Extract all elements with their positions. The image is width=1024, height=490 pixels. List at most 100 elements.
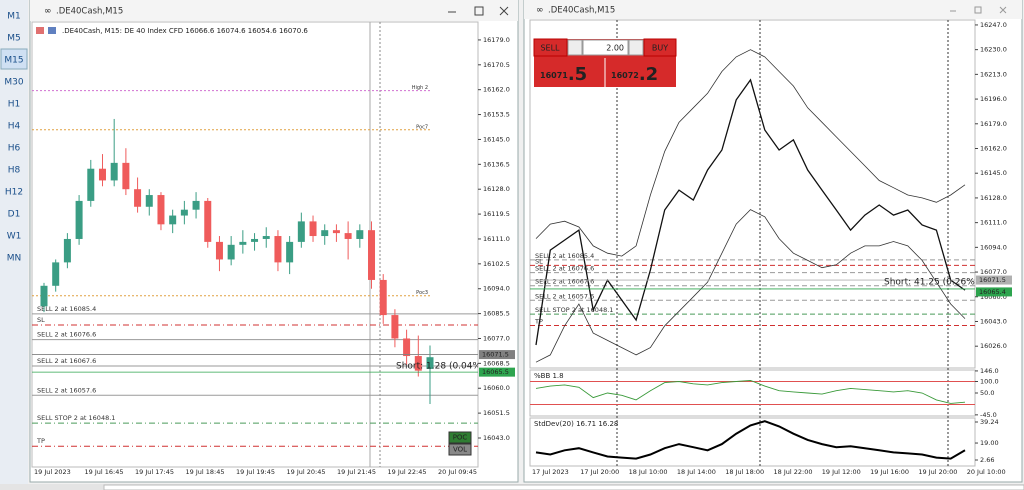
candle-body (262, 236, 270, 239)
left-titlebar (30, 0, 518, 21)
timeframe-label[interactable]: M5 (7, 34, 21, 44)
order-label: TP (36, 437, 45, 445)
y-tick-label: 16213.0 (980, 70, 1007, 78)
ask[interactable]: 16072.2 (611, 64, 658, 85)
order-label: SELL 2 at 16067.6 (37, 357, 96, 365)
indicator-line (535, 379, 966, 404)
timeframe-label[interactable]: H8 (8, 166, 21, 176)
candle-body (379, 279, 387, 316)
y-tick-label: 16230.0 (980, 46, 1007, 54)
timeframe-label[interactable]: W1 (7, 232, 22, 242)
left-header: .DE40Cash, M15: DE 40 Index CFD 16066.6 … (62, 27, 308, 35)
y-tick-label: 16043.0 (980, 317, 1007, 325)
icon (36, 27, 44, 34)
timeframe-label[interactable]: M1 (7, 12, 21, 22)
bb-panel (529, 369, 976, 417)
x-tick-label: 19 Jul 18:45 (186, 468, 225, 476)
y-tick-label: 16111.0 (980, 219, 1007, 227)
left-title: .DE40Cash,M15 (56, 7, 123, 17)
y-tick-label: 16247.0 (980, 21, 1007, 29)
timeframe-label[interactable]: H12 (5, 188, 23, 198)
candle-body (215, 241, 223, 260)
ohlc: 16066.6 16074.6 16054.6 16070.6 (185, 27, 308, 35)
price-tag-label: 16065.4 (979, 288, 1006, 296)
icon (48, 27, 56, 34)
ask-small[interactable]: .2 (639, 64, 658, 85)
candle-body (98, 168, 106, 181)
x-tick-label: 17 Jul 2023 (532, 468, 569, 476)
series-line (535, 209, 966, 363)
timeframe-label[interactable]: H4 (8, 122, 21, 132)
left-series: High 2 Poc7 Poc3 SELL 2 at 16085.4 SL SELL 2 … (32, 85, 478, 447)
x-tick-label: 19 Jul 2023 (34, 468, 71, 476)
y-tick-label: 16043.0 (483, 434, 510, 442)
indicator-button[interactable] (448, 431, 472, 444)
x-tick-label: 17 Jul 20:00 (580, 468, 619, 476)
indicator-button[interactable] (448, 443, 472, 456)
order-label: SELL 2 at 16057.6 (535, 292, 594, 300)
volume-field[interactable] (582, 39, 629, 56)
window-controls[interactable] (950, 6, 1007, 14)
timeframe-label[interactable]: M30 (4, 78, 23, 88)
order-label: SL (535, 257, 543, 265)
timeframe-button[interactable] (0, 48, 28, 70)
candle-body (332, 230, 340, 234)
y-tick-label: 16068.5 (483, 359, 510, 367)
timeframe-label[interactable]: H1 (8, 100, 21, 110)
timeframe-label[interactable]: D1 (8, 210, 21, 220)
y-tick-label: 16145.0 (483, 135, 510, 143)
order-label: SL (37, 316, 45, 324)
bid-small[interactable]: .5 (568, 64, 587, 85)
close[interactable] (999, 6, 1007, 14)
bid-big[interactable]: 16071 (540, 71, 568, 80)
ask-big[interactable]: 16072 (611, 71, 639, 80)
maximize[interactable] (974, 6, 982, 14)
level-label: Poc3 (416, 290, 428, 296)
indicator-button-label[interactable]: VOL (453, 446, 467, 454)
candle-body (122, 162, 130, 190)
std-panel (529, 417, 976, 467)
sidebar (0, 0, 28, 490)
y-tick-label: 16094.0 (980, 243, 1007, 251)
x-tick-label: 18 Jul 14:00 (677, 468, 716, 476)
candle-body (403, 338, 411, 357)
volume-up[interactable] (628, 39, 644, 56)
y-tick-label: 16111.0 (483, 235, 510, 243)
timeframe-label[interactable]: M15 (4, 56, 23, 66)
maximize[interactable] (474, 6, 484, 16)
candle-body (391, 315, 399, 339)
y-tick-label: 16077.0 (980, 268, 1007, 276)
candle-body (321, 230, 329, 237)
buy-label[interactable]: BUY (652, 44, 668, 53)
timeframe-label[interactable]: MN (7, 254, 22, 264)
x-tick-label: 20 Jul 09:45 (438, 468, 477, 476)
candle-body (180, 209, 188, 216)
window-controls[interactable] (448, 6, 509, 16)
volume[interactable]: 2.00 (606, 44, 624, 53)
sell-label[interactable]: SELL (540, 44, 560, 53)
buy-button[interactable] (643, 38, 677, 57)
candle-body (368, 230, 376, 280)
x-tick-label: 18 Jul 22:00 (774, 468, 813, 476)
candle-body (239, 241, 247, 245)
close[interactable] (499, 6, 509, 16)
y-tick-label: 16085.5 (483, 310, 510, 318)
scrollbar[interactable] (103, 484, 1024, 490)
description: DE 40 Index CFD (124, 27, 183, 35)
price-tag (479, 350, 515, 360)
candle-body (204, 200, 212, 242)
candle-body (274, 236, 282, 263)
candle-body (134, 189, 142, 207)
sell-button[interactable] (533, 38, 568, 57)
y-tick-label: 16179.0 (980, 120, 1007, 128)
x-tick-label: 19 Jul 16:00 (870, 468, 909, 476)
bid[interactable]: 16071.5 (540, 64, 587, 85)
indicator-button-label[interactable]: POC (453, 434, 468, 442)
panel-label: %BB 1.8 (534, 372, 564, 380)
timeframe-label[interactable]: H6 (8, 144, 21, 154)
right-titlebar (524, 0, 1022, 19)
y-tick-label: 16102.5 (483, 260, 510, 268)
price-tag (976, 275, 1012, 285)
volume-down[interactable] (567, 39, 583, 56)
candle-body (52, 262, 60, 286)
